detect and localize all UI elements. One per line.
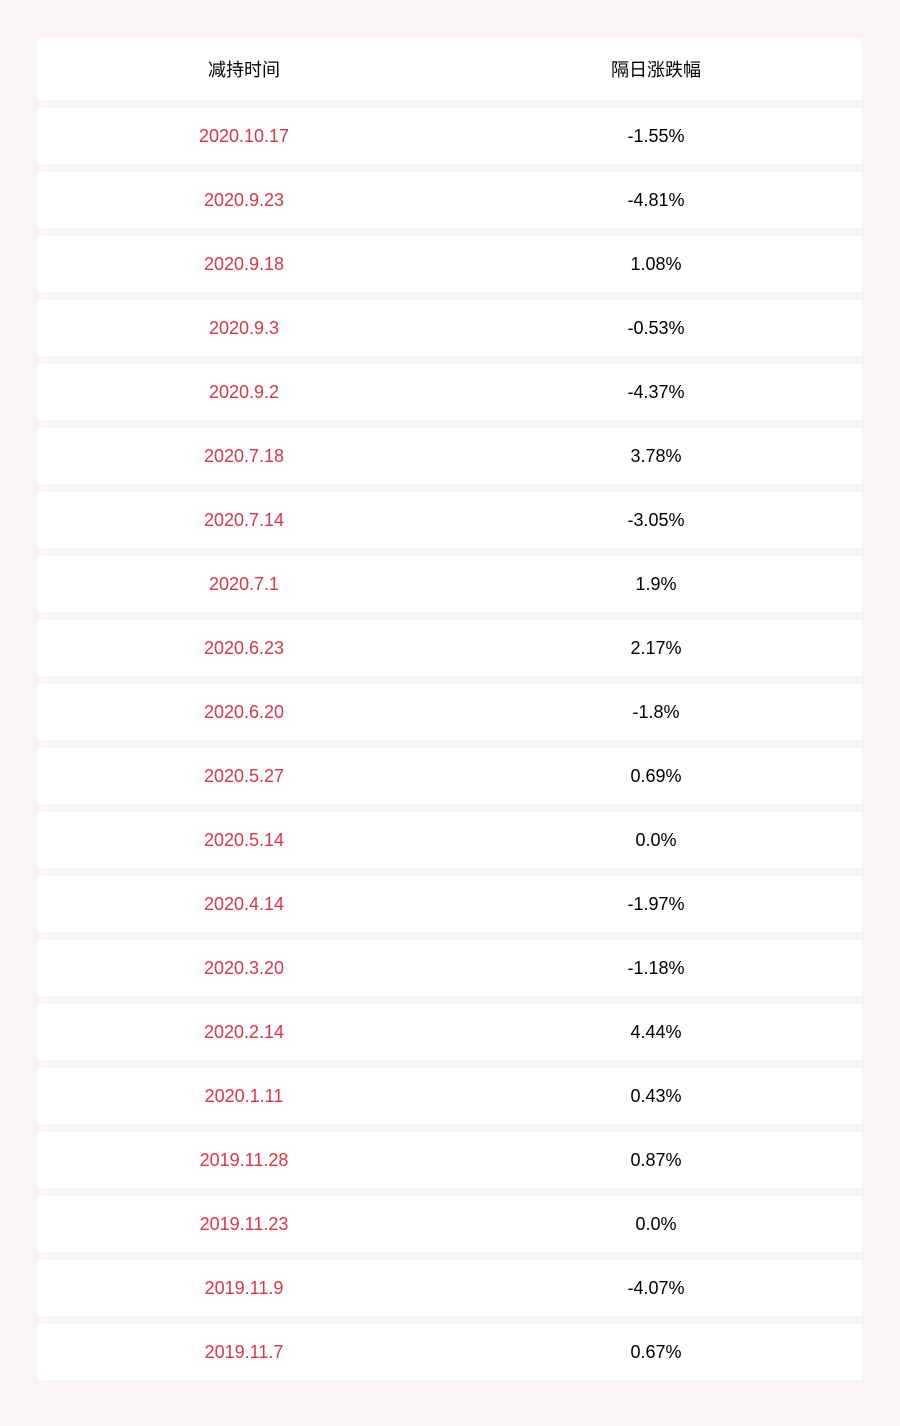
cell-date: 2020.5.14: [38, 830, 450, 851]
table-row: 2020.7.14 -3.05%: [38, 492, 862, 548]
cell-date: 2019.11.28: [38, 1150, 450, 1171]
cell-change: 1.9%: [450, 574, 862, 595]
cell-change: 0.0%: [450, 1214, 862, 1235]
table-row: 2020.9.23 -4.81%: [38, 172, 862, 228]
cell-date: 2020.5.27: [38, 766, 450, 787]
column-header-date: 减持时间: [38, 56, 450, 82]
cell-date: 2020.10.17: [38, 126, 450, 147]
cell-change: -1.8%: [450, 702, 862, 723]
cell-date: 2019.11.7: [38, 1342, 450, 1363]
table-row: 2020.7.1 1.9%: [38, 556, 862, 612]
cell-change: 0.67%: [450, 1342, 862, 1363]
table-row: 2020.6.23 2.17%: [38, 620, 862, 676]
cell-change: -4.81%: [450, 190, 862, 211]
table-row: 2020.9.2 -4.37%: [38, 364, 862, 420]
cell-date: 2019.11.23: [38, 1214, 450, 1235]
table-row: 2020.5.27 0.69%: [38, 748, 862, 804]
cell-change: -0.53%: [450, 318, 862, 339]
cell-date: 2020.9.2: [38, 382, 450, 403]
table-row: 2019.11.7 0.67%: [38, 1324, 862, 1380]
table-row: 2020.5.14 0.0%: [38, 812, 862, 868]
cell-change: -1.18%: [450, 958, 862, 979]
table-row: 2020.2.14 4.44%: [38, 1004, 862, 1060]
table-row: 2020.3.20 -1.18%: [38, 940, 862, 996]
cell-date: 2020.6.20: [38, 702, 450, 723]
table-row: 2020.10.17 -1.55%: [38, 108, 862, 164]
cell-date: 2020.7.1: [38, 574, 450, 595]
cell-date: 2019.11.9: [38, 1278, 450, 1299]
cell-change: 2.17%: [450, 638, 862, 659]
cell-date: 2020.9.3: [38, 318, 450, 339]
table-row: 2020.7.18 3.78%: [38, 428, 862, 484]
table-row: 2020.6.20 -1.8%: [38, 684, 862, 740]
table-row: 2019.11.23 0.0%: [38, 1196, 862, 1252]
table-row: 2019.11.9 -4.07%: [38, 1260, 862, 1316]
cell-change: -3.05%: [450, 510, 862, 531]
cell-change: 1.08%: [450, 254, 862, 275]
cell-change: 0.43%: [450, 1086, 862, 1107]
table-row: 2020.1.11 0.43%: [38, 1068, 862, 1124]
table-row: 2019.11.28 0.87%: [38, 1132, 862, 1188]
column-header-change: 隔日涨跌幅: [450, 56, 862, 82]
cell-change: 0.87%: [450, 1150, 862, 1171]
cell-change: -4.07%: [450, 1278, 862, 1299]
cell-date: 2020.4.14: [38, 894, 450, 915]
cell-date: 2020.6.23: [38, 638, 450, 659]
cell-change: -1.97%: [450, 894, 862, 915]
table-row: 2020.9.3 -0.53%: [38, 300, 862, 356]
cell-change: -1.55%: [450, 126, 862, 147]
table-header-row: 减持时间 隔日涨跌幅: [38, 38, 862, 100]
table-row: 2020.4.14 -1.97%: [38, 876, 862, 932]
cell-date: 2020.7.14: [38, 510, 450, 531]
cell-date: 2020.3.20: [38, 958, 450, 979]
cell-date: 2020.7.18: [38, 446, 450, 467]
cell-date: 2020.1.11: [38, 1086, 450, 1107]
cell-date: 2020.9.23: [38, 190, 450, 211]
data-table: 减持时间 隔日涨跌幅 2020.10.17 -1.55% 2020.9.23 -…: [38, 38, 862, 1380]
cell-change: 0.69%: [450, 766, 862, 787]
cell-change: 4.44%: [450, 1022, 862, 1043]
cell-change: 3.78%: [450, 446, 862, 467]
table-row: 2020.9.18 1.08%: [38, 236, 862, 292]
cell-date: 2020.2.14: [38, 1022, 450, 1043]
cell-date: 2020.9.18: [38, 254, 450, 275]
cell-change: 0.0%: [450, 830, 862, 851]
cell-change: -4.37%: [450, 382, 862, 403]
